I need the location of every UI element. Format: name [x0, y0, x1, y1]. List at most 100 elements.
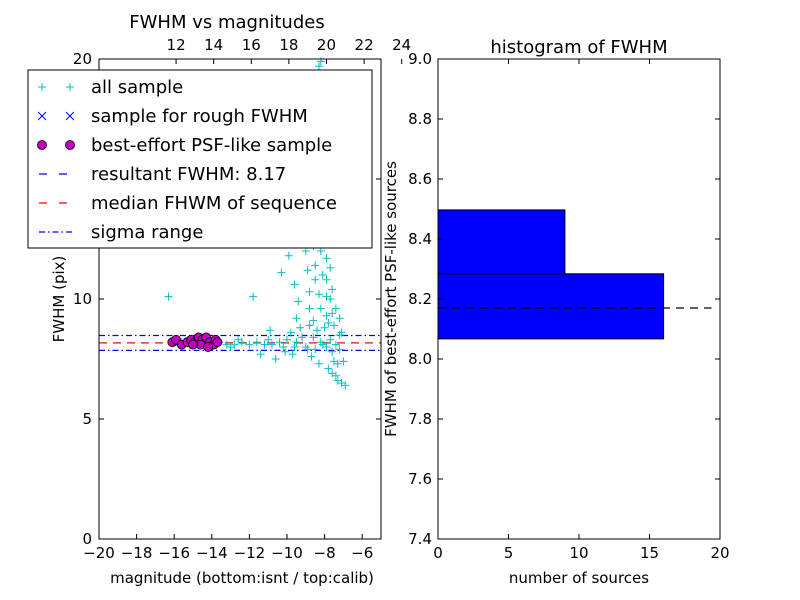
scatter-panel: FWHM vs magnitudes −20 −18 −16 −14 −12 −10 −8−…: [27, 12, 411, 587]
histogram-marks: [437, 209, 712, 340]
scatter-marks: [99, 57, 381, 390]
all-sample-point: [322, 275, 331, 284]
scatter-title: FWHM vs magnitudes: [129, 12, 324, 33]
histogram-panel: histogram of FWHM 0 5 10 15 20 7.4 7.6 7.8 8.0 8…: [382, 37, 730, 587]
all-sample-point: [316, 304, 325, 313]
legend-x-icon: [65, 111, 75, 121]
all-sample-point: [333, 376, 342, 385]
all-sample-point: [324, 364, 333, 373]
top-tick-label: 18: [279, 36, 298, 54]
y-tick-label: 5: [82, 410, 92, 428]
legend-circle-icon: [65, 140, 75, 150]
y-tick-label: 20: [73, 50, 92, 68]
legend-label: resultant FWHM: 8.17: [91, 164, 286, 185]
y-tick-label: 8.6: [408, 170, 432, 188]
x-tick-label: −20: [83, 544, 115, 562]
histogram-x-axis: 0 5 10 15 20: [433, 59, 730, 562]
top-tick-label: 16: [242, 36, 261, 54]
all-sample-point: [271, 355, 280, 363]
all-sample-point: [331, 340, 340, 349]
top-tick-label: 22: [355, 36, 374, 54]
x-tick-label: −14: [196, 544, 228, 562]
all-sample-point: [256, 350, 265, 359]
all-sample-point: [164, 292, 173, 301]
all-sample-point: [307, 352, 316, 361]
all-sample-point: [335, 314, 344, 323]
all-sample-point: [260, 340, 269, 349]
all-sample-point: [234, 335, 243, 344]
y-tick-label: 8.2: [408, 290, 432, 308]
y-tick-label: 7.8: [408, 410, 432, 428]
all-sample-point: [290, 343, 299, 351]
all-sample-point: [341, 381, 350, 390]
legend-label: median FHWM of sequence: [91, 193, 337, 214]
all-sample-point: [264, 335, 273, 344]
all-sample-point: [296, 323, 305, 332]
all-sample-point: [277, 268, 286, 277]
all-sample-point: [249, 292, 258, 301]
all-sample-point: [292, 314, 301, 323]
y-tick-label: 7.4: [408, 530, 432, 548]
scatter-legend: all sample sample for rough FWHM best-effo…: [27, 69, 373, 249]
x-tick-label: 5: [504, 544, 514, 562]
all-sample-point: [283, 335, 291, 344]
top-tick-label: 12: [167, 36, 186, 54]
all-sample-point: [314, 359, 323, 368]
y-tick-label: 8.4: [408, 230, 432, 248]
legend-circle-icon: [37, 140, 47, 150]
all-sample-point: [288, 350, 297, 359]
x-tick-label: −6: [351, 544, 373, 562]
psf-sample-point: [212, 337, 223, 348]
all-sample-point: [322, 254, 331, 263]
legend-entry: resultant FWHM: 8.17: [39, 164, 286, 185]
legend-label: sample for rough FWHM: [91, 106, 308, 127]
all-sample-point: [311, 275, 320, 284]
histogram-title: histogram of FWHM: [490, 37, 667, 58]
all-sample-point: [290, 280, 299, 289]
legend-plus-icon: [66, 83, 74, 91]
legend-plus-icon: [38, 83, 46, 91]
all-sample-point: [292, 338, 301, 347]
all-sample-point: [279, 343, 288, 351]
all-sample-point: [305, 321, 314, 330]
all-sample-point: [331, 371, 340, 380]
histogram-bar: [437, 273, 665, 340]
all-sample-point: [309, 333, 318, 342]
all-sample-point: [335, 345, 344, 354]
all-sample-point: [267, 340, 276, 349]
psf-sample-point: [203, 342, 213, 352]
all-sample-point: [335, 331, 344, 339]
x-tick-label: −12: [234, 544, 266, 562]
all-sample-point: [303, 266, 312, 275]
all-sample-point: [328, 285, 337, 294]
all-sample-point: [314, 62, 323, 71]
x-tick-label: −8: [314, 544, 336, 562]
all-sample-point: [330, 321, 338, 330]
psf-sample-point: [188, 339, 198, 350]
legend-label: all sample: [91, 77, 183, 98]
all-sample-point: [333, 359, 342, 368]
top-tick-label: 24: [392, 36, 411, 54]
all-sample-point: [294, 297, 303, 306]
all-sample-point: [313, 326, 322, 335]
x-tick-label: 10: [569, 544, 588, 562]
y-tick-label: 10: [73, 290, 92, 308]
all-sample-point: [318, 271, 327, 279]
legend-frame: [27, 69, 373, 249]
legend-x-icon: [37, 111, 47, 121]
x-tick-label: −10: [271, 544, 303, 562]
all-sample-point: [252, 338, 261, 347]
all-sample-point: [328, 309, 337, 318]
legend-entry: median FHWM of sequence: [39, 193, 337, 214]
y-tick-label: 9.0: [408, 50, 432, 68]
all-sample-point: [324, 319, 333, 327]
all-sample-point: [284, 251, 293, 260]
all-sample-point: [314, 290, 323, 299]
all-sample-point: [322, 311, 331, 320]
all-sample-point: [245, 340, 254, 349]
histogram-y-axis-label: FWHM of best-effort PSF-like sources: [382, 161, 400, 437]
all-sample-point: [326, 263, 335, 272]
all-sample-point: [303, 345, 312, 354]
all-sample-point: [322, 343, 331, 351]
